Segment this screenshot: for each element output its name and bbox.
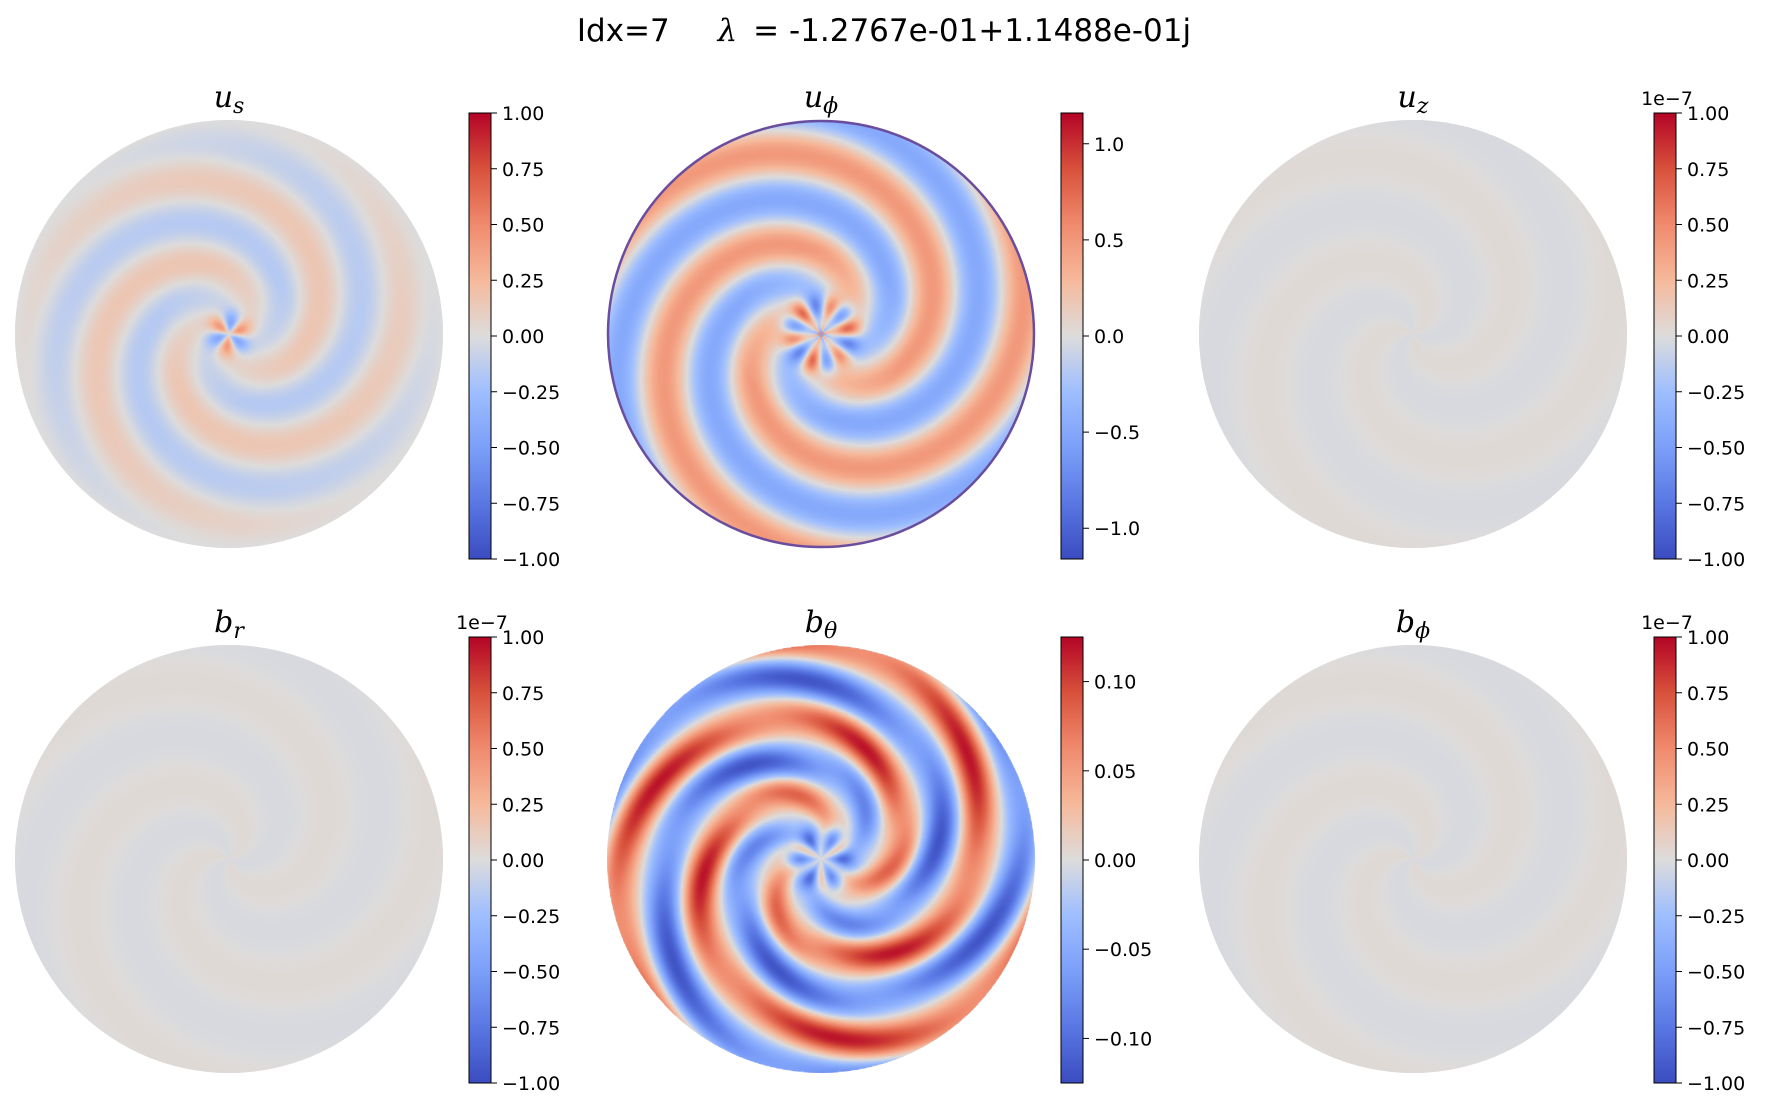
field-image: [15, 120, 443, 548]
colorbar-tick-label: 0.75: [502, 683, 544, 705]
panel-title-sub: ϕ: [823, 94, 838, 119]
colorbar-tick-label: 0.75: [1687, 159, 1729, 181]
panel-b-phi: bϕ 1.00 0.75 0.50 0.25 0.00 −0.25 −0.50 −0.75 −1.…: [1199, 605, 1745, 1095]
colorbar-tick-label: 1.00: [502, 103, 544, 125]
colorbar-tick-label: −1.00: [1687, 549, 1745, 571]
colorbar-tick-label: −0.25: [1687, 906, 1745, 928]
panel-title-sub: z: [1416, 94, 1429, 119]
panel-title: br: [214, 605, 245, 644]
colorbar-tick-label: 0.5: [1094, 230, 1124, 252]
colorbar-tick-label: 0.25: [502, 270, 544, 292]
title-lambda-value: = -1.2767e-01+1.1488e-01j: [753, 13, 1191, 49]
panel-title-main: b: [1396, 605, 1415, 640]
colorbar-tick-label: 0.00: [502, 850, 544, 872]
panel-title: uz: [1398, 80, 1429, 119]
colorbar-tick-label: −0.75: [502, 1017, 560, 1039]
panel-title-sub: ϕ: [1415, 619, 1430, 644]
colorbar-tick-label: 0.00: [1687, 326, 1729, 348]
colorbar-tick-label: −0.10: [1094, 1028, 1152, 1050]
colorbar-tick-label: −0.75: [1687, 493, 1745, 515]
figure-title: Idx=7 λ = -1.2767e-01+1.1488e-01j: [577, 13, 1191, 49]
panel-title-main: u: [1398, 80, 1417, 115]
colorbar: [1653, 112, 1677, 560]
panel-title-sub: s: [233, 94, 244, 119]
panel-title-main: b: [805, 605, 824, 640]
panels: us 1.000.750.500.250.00−0.25−0.50−0.75−1.…: [15, 80, 1745, 1095]
panel-u-s: us 1.00 0.75 0.50 0.25 0.00 −0.25 −0.50 −0.75 −1.…: [15, 80, 560, 571]
title-lambda-symbol: λ: [716, 13, 738, 49]
panel-title: us: [214, 80, 245, 119]
field-image: [607, 120, 1035, 548]
colorbar-tick-label: 0.0: [1094, 326, 1124, 348]
colorbar-offset-text: 1e−7: [1641, 612, 1693, 634]
panel-title: bθ: [805, 605, 837, 644]
panel-title-main: u: [214, 80, 233, 115]
colorbar-tick-label: 1.00: [1687, 627, 1729, 649]
colorbar: [1653, 636, 1677, 1084]
colorbar-tick-label: 0.50: [502, 215, 544, 237]
colorbar-tick-label: 0.75: [1687, 683, 1729, 705]
colorbar: [1060, 112, 1084, 560]
field-image: [15, 645, 443, 1073]
colorbar-offset-text: 1e−7: [1641, 88, 1693, 110]
colorbar-tick-label: −1.0: [1094, 518, 1140, 540]
colorbar-tick-label: 0.50: [1687, 215, 1729, 237]
colorbar-tick-label: −0.75: [502, 493, 560, 515]
colorbar: [1060, 636, 1084, 1084]
colorbar-tick-label: −0.25: [1687, 382, 1745, 404]
colorbar-tick-label: 0.50: [1687, 739, 1729, 761]
colorbar: [468, 112, 492, 560]
colorbar-tick-label: 0.10: [1094, 672, 1136, 694]
colorbar-tick-label: −1.00: [502, 549, 560, 571]
field-image: [607, 645, 1035, 1073]
field-image: [1199, 120, 1627, 548]
colorbar-tick-label: 0.25: [502, 794, 544, 816]
colorbar-tick-label: 0.50: [502, 739, 544, 761]
boundary-ring: [606, 119, 1036, 549]
colorbar-tick-label: 0.00: [502, 326, 544, 348]
colorbar-offset-text: 1e−7: [456, 612, 508, 634]
title-idx: Idx=7: [577, 13, 670, 49]
panel-u-phi: uϕ 1.0 0.5 0.0 −0.5 −1.0: [606, 80, 1140, 560]
panel-u-z: uz 1.00 0.75 0.50 0.25 0.00 −0.25 −0.50 −0.75 −1.…: [1199, 80, 1745, 571]
colorbar-tick-label: −0.05: [1094, 939, 1152, 961]
panel-b-r: br 1.00 0.75 0.50 0.25 0.00 −0.25 −0.50 −0.75 −1.…: [15, 605, 560, 1095]
colorbar-tick-label: 0.75: [502, 159, 544, 181]
colorbar-tick-label: 1.00: [1687, 103, 1729, 125]
colorbar-tick-label: −0.50: [502, 438, 560, 460]
colorbar-tick-label: 0.05: [1094, 761, 1136, 783]
colorbar-tick-label: −0.75: [1687, 1017, 1745, 1039]
colorbar-tick-label: 1.0: [1094, 134, 1124, 156]
colorbar-tick-label: −0.50: [1687, 962, 1745, 984]
panel-title: uϕ: [804, 80, 838, 119]
panel-title-sub: θ: [824, 619, 837, 644]
colorbar-tick-label: −0.50: [1687, 438, 1745, 460]
colorbar-tick-label: 0.00: [1687, 850, 1729, 872]
colorbar-tick-label: −0.25: [502, 382, 560, 404]
field-image: [1199, 645, 1627, 1073]
colorbar-tick-label: −0.25: [502, 906, 560, 928]
panel-b-theta: bθ 0.10 0.05 0.00 −0.05 −0.10: [607, 605, 1152, 1084]
colorbar: [468, 636, 492, 1084]
colorbar-tick-label: −1.00: [502, 1073, 560, 1095]
panel-title-main: b: [214, 605, 233, 640]
colorbar-tick-label: −0.5: [1094, 422, 1140, 444]
colorbar-tick-label: 0.00: [1094, 850, 1136, 872]
colorbar-tick-label: −1.00: [1687, 1073, 1745, 1095]
panel-title-main: u: [804, 80, 823, 115]
colorbar-tick-label: −0.50: [502, 962, 560, 984]
colorbar-tick-label: 0.25: [1687, 270, 1729, 292]
colorbar-tick-label: 0.25: [1687, 794, 1729, 816]
colorbar-tick-label: 1.00: [502, 627, 544, 649]
panel-title: bϕ: [1396, 605, 1430, 644]
panel-title-sub: r: [233, 619, 245, 644]
